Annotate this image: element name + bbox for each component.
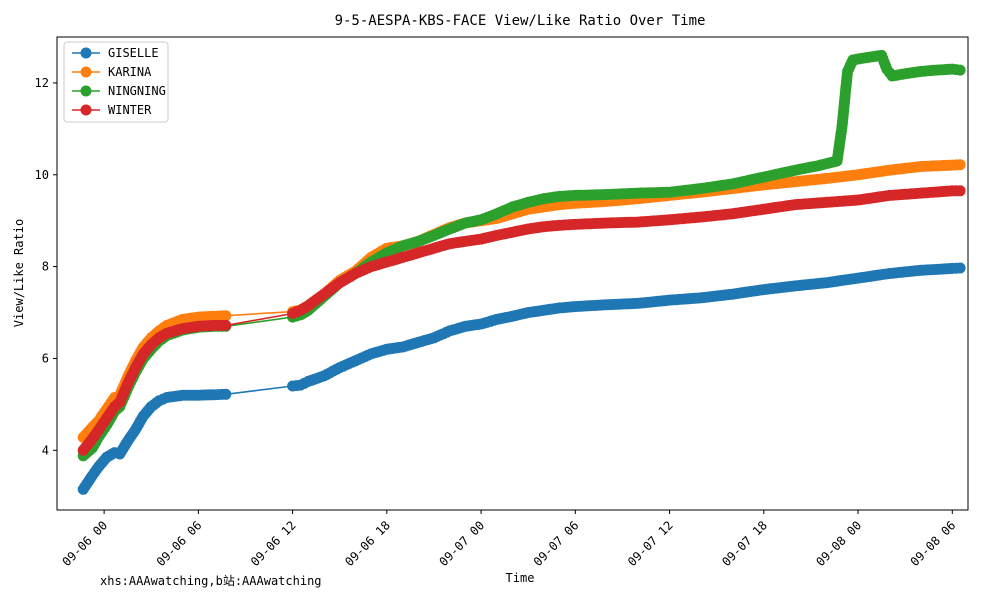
legend: GISELLE KARINA NINGNING WINTER	[63, 41, 169, 123]
x-tick-label: 09-07 12	[625, 518, 676, 569]
legend-marker	[80, 47, 92, 59]
data-point	[220, 388, 232, 400]
legend-item-ningning: NINGNING	[72, 84, 166, 98]
data-point	[954, 185, 966, 197]
watermark-footer: xhs:AAAwatching,b站:AAAwatching	[100, 574, 322, 588]
x-tick-label: 09-08 00	[813, 518, 864, 569]
legend-marker	[80, 104, 92, 116]
x-tick-label: 09-07 00	[436, 518, 487, 569]
x-tick-label: 09-06 18	[342, 518, 393, 569]
y-tick-label: 12	[35, 76, 49, 90]
series-line	[82, 267, 961, 490]
x-tick-label: 09-06 06	[154, 518, 205, 569]
legend-box	[63, 41, 169, 123]
legend-item-winter: WINTER	[72, 103, 152, 117]
plot-area	[56, 36, 969, 511]
data-point	[220, 319, 232, 331]
y-tick-label: 10	[35, 168, 49, 182]
x-tick-label: 09-07 06	[531, 518, 582, 569]
chart-title: 9-5-AESPA-KBS-FACE View/Like Ratio Over …	[335, 13, 706, 29]
x-axis-label: Time	[506, 571, 535, 585]
x-tick-label: 09-08 06	[908, 518, 959, 569]
series-layer	[77, 49, 966, 495]
y-axis-label: View/Like Ratio	[12, 219, 26, 327]
x-axis: 09-06 00 09-06 06 09-06 12 09-06 18 09-07 00…	[59, 510, 958, 569]
legend-label: NINGNING	[108, 84, 166, 98]
legend-item-karina: KARINA	[72, 65, 152, 79]
y-tick-label: 6	[42, 351, 49, 365]
y-axis: 4 6 8 10 12	[35, 76, 57, 457]
data-point	[954, 159, 966, 171]
legend-marker	[80, 85, 92, 97]
x-tick-label: 09-06 00	[59, 518, 110, 569]
data-point	[220, 310, 232, 322]
x-tick-label: 09-07 18	[719, 518, 770, 569]
data-point	[954, 64, 966, 76]
data-point	[954, 262, 966, 274]
legend-label: KARINA	[108, 65, 152, 79]
series-giselle	[77, 262, 966, 495]
y-tick-label: 8	[42, 260, 49, 274]
legend-marker	[80, 66, 92, 78]
legend-item-giselle: GISELLE	[72, 46, 159, 60]
legend-label: GISELLE	[108, 46, 159, 60]
series-winter	[77, 185, 966, 456]
legend-label: WINTER	[108, 103, 152, 117]
x-tick-label: 09-06 12	[248, 518, 299, 569]
y-tick-label: 4	[42, 443, 49, 457]
